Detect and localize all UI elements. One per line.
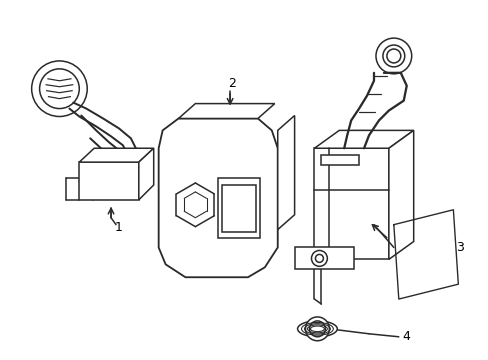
Ellipse shape (297, 321, 337, 337)
Polygon shape (178, 104, 274, 118)
Polygon shape (277, 116, 294, 230)
Polygon shape (158, 118, 277, 277)
Text: 1: 1 (115, 221, 122, 234)
Circle shape (386, 49, 400, 63)
Circle shape (305, 317, 328, 341)
Circle shape (315, 255, 323, 262)
Text: 4: 4 (402, 330, 410, 343)
Circle shape (382, 45, 404, 67)
Polygon shape (314, 130, 413, 148)
Polygon shape (79, 148, 153, 162)
Circle shape (311, 251, 326, 266)
Polygon shape (314, 148, 388, 260)
Circle shape (32, 61, 87, 117)
Circle shape (40, 69, 79, 109)
Polygon shape (218, 178, 259, 238)
Text: 2: 2 (228, 77, 236, 90)
Polygon shape (294, 247, 353, 269)
Polygon shape (321, 155, 358, 165)
Text: 3: 3 (455, 241, 463, 254)
Polygon shape (79, 162, 139, 200)
Polygon shape (139, 148, 153, 200)
Circle shape (375, 38, 411, 74)
Polygon shape (222, 185, 255, 231)
Polygon shape (388, 130, 413, 260)
Circle shape (309, 321, 325, 337)
